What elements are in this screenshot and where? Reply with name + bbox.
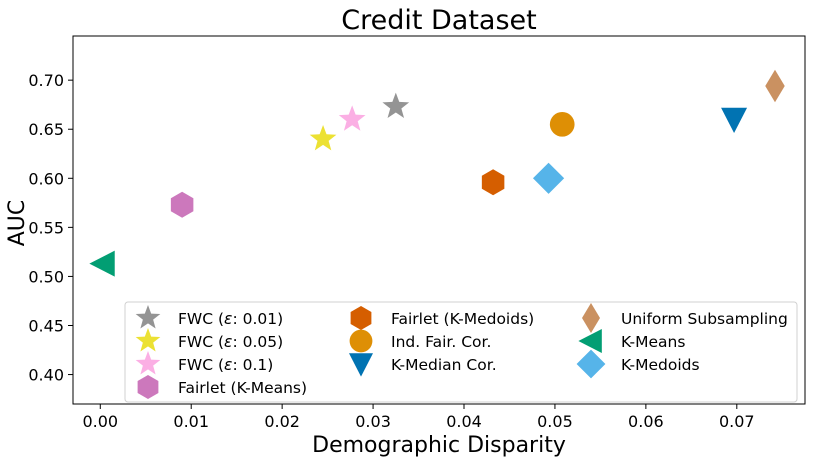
x-tick-label: 0.05 [537,412,573,431]
legend-label-k-medoids: K-Medoids [621,356,700,374]
data-point-fairlet-k-medoids [481,169,505,196]
chart-title: Credit Dataset [341,5,537,36]
data-point-fairlet-k-means [170,191,194,218]
plot-area: 0.00 0.01 0.02 0.03 0.04 0.05 0.06 0.07 0.40 0.45… [28,35,806,431]
x-axis-label: Demographic Disparity [312,433,566,458]
legend-label-uniform-subsampling: Uniform Subsampling [621,310,788,328]
data-point-fwc-0-01 [382,92,410,119]
data-point-fwc-0-05 [309,125,337,151]
legend-marker-fairlet-k-medoids [350,306,372,330]
legend-label-fairlet-k-means: Fairlet (K-Means) [178,379,307,397]
y-tick-label: 0.55 [28,218,64,237]
x-tick-label: 0.07 [719,412,755,431]
legend-label-fwc-0-1: FWC (ε: 0.1) [178,356,273,374]
legend-label-k-median-cor: K-Median Cor. [391,356,497,374]
x-tick-label: 0.06 [628,412,664,431]
y-axis-label: AUC [5,200,30,247]
legend-label-fairlet-k-medoids: Fairlet (K-Medoids) [391,310,534,328]
legend-marker-ind-fair-cor [349,329,373,353]
y-tick-label: 0.70 [28,71,64,90]
legend-label-fwc-0-01: FWC (ε: 0.01) [178,310,283,328]
legend-marker-fwc-0-01 [135,305,161,329]
legend-marker-fairlet-k-means [137,375,159,399]
legend: FWC (ε: 0.01) FWC (ε: 0.05) FWC (ε: 0.1) Fa… [124,301,798,403]
y-tick-label: 0.60 [28,169,64,188]
data-point-k-median-cor [721,107,748,134]
legend-marker-uniform-subsampling [582,303,600,333]
y-tick-label: 0.45 [28,316,64,335]
legend-label-fwc-0-05: FWC (ε: 0.05) [178,333,283,351]
y-tick-label: 0.50 [28,267,64,286]
plot-frame [72,35,806,405]
legend-label-ind-fair-cor: Ind. Fair. Cor. [391,333,491,351]
y-tick-label: 0.40 [28,366,64,385]
x-tick-label: 0.01 [173,412,209,431]
x-tick-label: 0.03 [355,412,391,431]
legend-label-k-means: K-Means [621,333,685,351]
x-tick-label: 0.02 [264,412,300,431]
x-tick-label: 0.04 [446,412,482,431]
legend-marker-k-medoids [576,349,606,379]
legend-marker-fwc-0-1 [135,351,161,375]
y-tick-label: 0.65 [28,120,64,139]
legend-marker-fwc-0-05 [135,328,161,352]
legend-marker-k-median-cor [349,353,373,377]
legend-box [124,301,798,403]
data-point-ind-fair-cor [549,111,575,137]
data-point-k-means [89,250,115,277]
legend-marker-k-means [578,329,602,353]
data-point-uniform-subsampling [765,69,785,103]
data-point-k-medoids [532,162,565,194]
data-point-fwc-0-1 [338,105,366,131]
x-tick-label: 0.00 [82,412,118,431]
